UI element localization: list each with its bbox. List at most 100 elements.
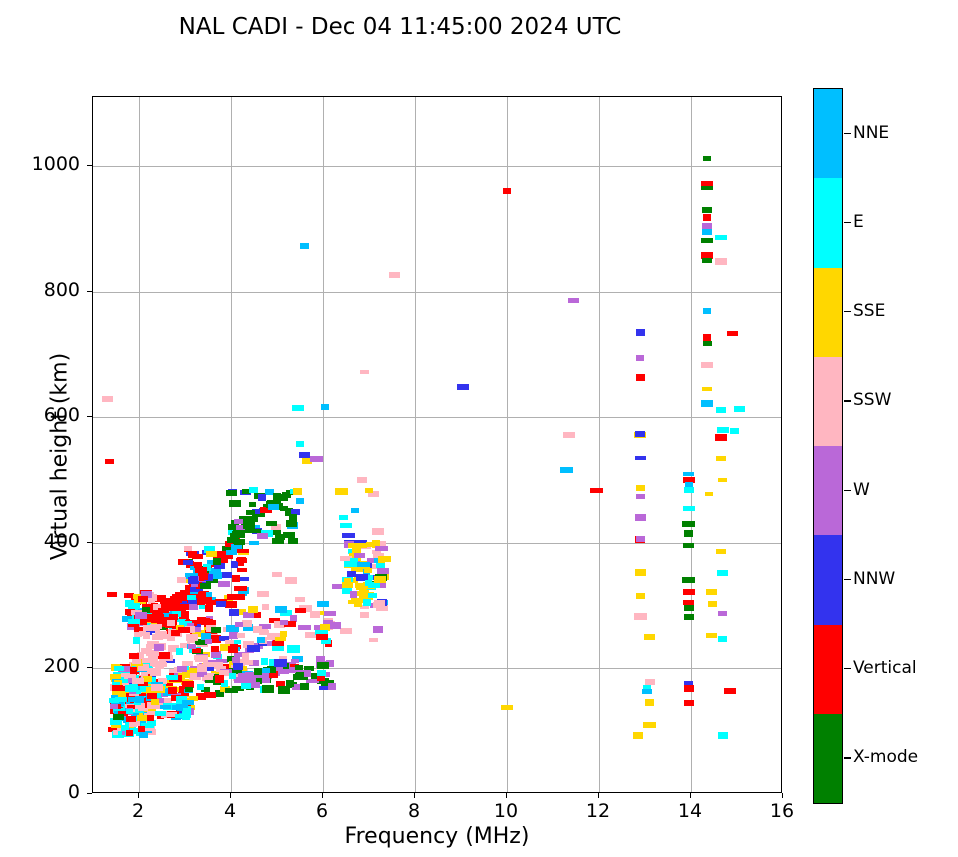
- echo-mark: [205, 550, 218, 558]
- echo-mark: [189, 672, 202, 680]
- echo-mark: [165, 620, 177, 628]
- echo-mark: [634, 612, 647, 620]
- echo-mark: [238, 549, 249, 555]
- echo-mark: [244, 522, 254, 529]
- echo-mark: [148, 615, 161, 623]
- echo-mark: [179, 642, 190, 648]
- echo-mark: [180, 618, 189, 626]
- echo-mark: [701, 180, 713, 187]
- echo-mark: [114, 680, 122, 686]
- echo-mark: [260, 658, 269, 665]
- gridline-horizontal: [93, 542, 781, 544]
- echo-mark: [111, 702, 122, 708]
- echo-mark: [234, 586, 247, 592]
- echo-mark: [150, 669, 162, 676]
- echo-mark: [120, 663, 131, 671]
- echo-mark: [373, 558, 384, 564]
- echo-mark: [177, 558, 190, 566]
- echo-mark: [135, 702, 149, 709]
- echo-mark: [188, 551, 198, 559]
- echo-mark: [227, 646, 239, 653]
- echo-mark: [109, 674, 121, 680]
- echo-mark: [178, 619, 186, 626]
- echo-mark: [186, 603, 194, 610]
- echo-mark: [140, 672, 148, 678]
- echo-mark: [158, 652, 171, 660]
- echo-mark: [238, 672, 251, 678]
- echo-mark: [156, 686, 164, 691]
- echo-mark: [635, 536, 646, 542]
- echo-mark: [705, 491, 714, 497]
- echo-mark: [644, 633, 655, 641]
- echo-mark: [144, 701, 154, 709]
- echo-mark: [258, 627, 269, 632]
- echo-mark: [144, 705, 153, 711]
- echo-mark: [205, 619, 213, 625]
- echo-mark: [196, 616, 206, 623]
- echo-mark: [724, 687, 737, 695]
- echo-mark: [130, 698, 142, 704]
- echo-mark: [309, 610, 320, 619]
- echo-mark: [126, 699, 134, 704]
- echo-mark: [285, 682, 295, 688]
- echo-mark: [153, 603, 162, 610]
- echo-mark: [242, 620, 253, 627]
- echo-mark: [132, 614, 144, 622]
- echo-mark: [165, 676, 177, 683]
- echo-mark: [156, 699, 165, 707]
- echo-mark: [316, 633, 328, 640]
- echo-mark: [129, 728, 143, 734]
- echo-mark: [238, 589, 248, 596]
- echo-mark: [242, 521, 255, 529]
- echo-mark: [302, 458, 312, 465]
- echo-mark: [165, 674, 179, 681]
- echo-mark: [343, 560, 357, 568]
- echo-mark: [196, 654, 208, 661]
- echo-mark: [190, 565, 201, 571]
- echo-mark: [121, 728, 135, 735]
- echo-mark: [257, 533, 269, 539]
- echo-mark: [204, 545, 215, 553]
- echo-mark: [107, 591, 118, 598]
- echo-mark: [126, 693, 139, 701]
- echo-mark: [138, 720, 149, 726]
- echo-mark: [268, 670, 281, 677]
- echo-mark: [181, 625, 192, 632]
- echo-mark: [178, 685, 187, 693]
- echo-mark: [176, 696, 188, 704]
- echo-mark: [118, 683, 132, 690]
- x-tick-label: 10: [493, 800, 519, 822]
- echo-mark: [129, 652, 140, 660]
- echo-mark: [164, 607, 173, 614]
- x-axis-label: Frequency (MHz): [344, 824, 530, 849]
- echo-mark: [350, 564, 363, 570]
- echo-mark: [372, 602, 385, 608]
- echo-mark: [260, 529, 273, 537]
- echo-mark: [160, 654, 173, 661]
- echo-mark: [248, 501, 257, 508]
- echo-mark: [111, 698, 121, 705]
- echo-mark: [180, 711, 189, 718]
- echo-mark: [174, 593, 187, 599]
- echo-mark: [349, 552, 360, 559]
- echo-mark: [196, 566, 210, 574]
- echo-mark: [702, 207, 712, 213]
- echo-mark: [183, 621, 193, 629]
- echo-mark: [636, 354, 645, 361]
- echo-mark: [177, 689, 189, 696]
- echo-mark: [113, 692, 124, 698]
- echo-mark: [349, 557, 361, 564]
- echo-mark: [149, 623, 162, 629]
- echo-mark: [231, 543, 243, 551]
- echo-mark: [168, 613, 178, 621]
- echo-mark: [140, 591, 152, 599]
- echo-mark: [175, 710, 188, 716]
- echo-mark: [127, 697, 139, 703]
- echo-mark: [120, 670, 132, 677]
- echo-mark: [128, 721, 137, 727]
- echo-mark: [131, 721, 143, 726]
- echo-mark: [715, 455, 727, 461]
- echo-mark: [170, 694, 183, 702]
- echo-mark: [344, 561, 357, 568]
- echo-mark: [200, 617, 211, 626]
